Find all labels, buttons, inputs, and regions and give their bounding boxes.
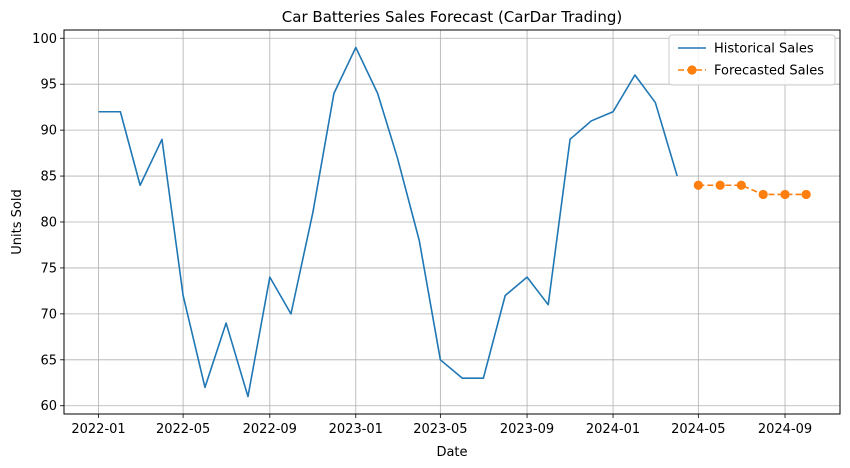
y-tick-label: 80 xyxy=(40,216,57,231)
chart-title: Car Batteries Sales Forecast (CarDar Tra… xyxy=(282,8,622,26)
forecast-point xyxy=(758,189,768,200)
x-tick-label: 2023-01 xyxy=(329,422,383,437)
x-tick-label: 2023-09 xyxy=(500,422,554,437)
y-tick-label: 65 xyxy=(40,353,57,368)
ticks: 2022-01 2022-05 2022-09 2023-01 2023-05 2023-… xyxy=(32,32,812,437)
forecast-sales-line xyxy=(698,184,807,196)
legend-label: Forecasted Sales xyxy=(714,64,824,79)
x-tick-label: 2022-01 xyxy=(71,422,125,437)
y-tick-label: 95 xyxy=(40,78,57,93)
y-axis-label: Units Sold xyxy=(10,189,25,254)
x-tick-label: 2022-05 xyxy=(156,422,210,437)
x-axis-label: Date xyxy=(436,445,467,460)
x-tick-label: 2024-09 xyxy=(758,422,812,437)
y-tick-label: 75 xyxy=(40,261,57,276)
grid xyxy=(64,30,840,414)
legend-marker-forecast xyxy=(687,65,697,75)
forecast-point xyxy=(715,180,725,190)
y-tick-label: 60 xyxy=(40,399,57,414)
series-layer xyxy=(98,46,811,398)
x-tick-label: 2023-05 xyxy=(413,422,467,437)
legend: Historical Sales Forecasted Sales xyxy=(668,34,836,86)
legend-box xyxy=(668,34,836,86)
x-tick-label: 2022-09 xyxy=(243,422,297,437)
y-tick-label: 70 xyxy=(40,307,57,322)
forecast-point xyxy=(736,180,746,190)
y-tick-label: 85 xyxy=(40,170,57,185)
forecast-point xyxy=(780,189,790,200)
forecast-point xyxy=(693,180,703,190)
x-tick-label: 2024-01 xyxy=(586,422,640,437)
forecast-point xyxy=(801,189,811,200)
historical-sales-line xyxy=(98,46,678,398)
y-tick-label: 90 xyxy=(40,124,57,139)
y-tick-label: 100 xyxy=(32,32,57,47)
x-tick-label: 2024-05 xyxy=(671,422,725,437)
legend-label: Historical Sales xyxy=(714,42,814,57)
